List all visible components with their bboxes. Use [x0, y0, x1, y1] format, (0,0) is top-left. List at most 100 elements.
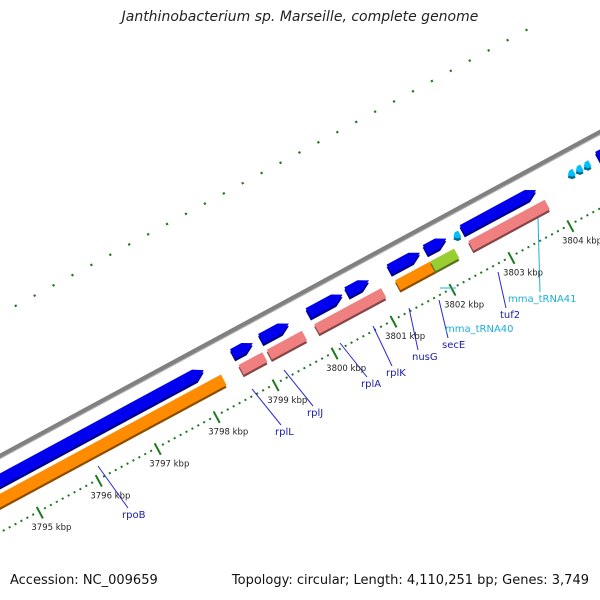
- minor-tick: [132, 459, 135, 462]
- cds-rplJ: [258, 323, 289, 347]
- major-tick: [389, 315, 398, 328]
- gene-label-rplL: rplL: [275, 427, 294, 438]
- scale-dot: [165, 222, 169, 226]
- minor-tick: [173, 436, 177, 440]
- ruler-label: 3800 kbp: [326, 364, 366, 374]
- minor-tick: [67, 494, 70, 497]
- cds-rpoB-body: [0, 369, 204, 487]
- minor-tick: [344, 344, 348, 348]
- scale-dot: [203, 202, 207, 206]
- rna-nusG-body: [395, 261, 436, 291]
- rna-nusG: [395, 261, 436, 293]
- cds-secE-body: [422, 238, 447, 255]
- trna-tRNA40-body: [453, 230, 462, 239]
- trna-tRNA41a-body: [567, 168, 576, 177]
- ruler-label: 3795 kbp: [31, 523, 71, 533]
- cds-nusG-body: [386, 252, 420, 275]
- minor-tick: [297, 369, 300, 373]
- gene-label-mma_tRNA41: mma_tRNA41: [508, 294, 577, 305]
- minor-tick: [597, 207, 600, 211]
- trna-tRNA41a: [567, 168, 576, 180]
- major-tick: [507, 251, 516, 265]
- leader-line-rplJ: [283, 369, 314, 407]
- minor-tick: [285, 376, 289, 380]
- scale-dot: [392, 99, 396, 103]
- minor-tick: [143, 452, 147, 456]
- minor-tick: [102, 474, 106, 478]
- minor-tick: [426, 299, 430, 303]
- scale-dot: [279, 161, 283, 165]
- minor-tick: [397, 315, 401, 319]
- minor-tick: [90, 481, 94, 485]
- scale-dot: [89, 263, 93, 267]
- scale-dot: [487, 48, 491, 52]
- cds-fus: [595, 149, 600, 164]
- minor-tick: [403, 312, 406, 316]
- minor-tick: [14, 522, 17, 526]
- trna-tRNA41-body: [583, 160, 592, 169]
- cds-rplK-body: [344, 280, 369, 298]
- gene-label-mma_tRNA40: mma_tRNA40: [445, 324, 514, 335]
- minor-tick: [8, 525, 11, 529]
- minor-tick: [456, 283, 460, 287]
- scale-dot: [70, 273, 74, 277]
- minor-tick: [556, 229, 560, 233]
- leader-line-rplL: [251, 388, 282, 426]
- minor-tick: [550, 233, 554, 236]
- scale-dot: [127, 242, 131, 246]
- scale-dot: [297, 151, 301, 155]
- minor-tick: [591, 210, 595, 214]
- cds-fus-body: [595, 149, 600, 162]
- cog-rplL-body: [238, 352, 268, 375]
- scale-dot: [506, 38, 510, 42]
- trna-tRNA40: [453, 230, 462, 242]
- major-tick: [271, 379, 280, 392]
- minor-tick: [479, 271, 483, 274]
- ruler-label: 3802 kbp: [444, 300, 484, 310]
- minor-tick: [208, 417, 212, 421]
- minor-tick: [415, 306, 418, 309]
- trna-tRNA41b-body: [575, 164, 584, 173]
- ruler-label: 3796 kbp: [90, 491, 130, 501]
- leader-line-mma_tRNA41: [537, 217, 541, 293]
- minor-tick: [31, 513, 35, 516]
- minor-tick: [580, 217, 583, 220]
- minor-tick: [361, 334, 365, 338]
- scale-dot: [354, 120, 358, 124]
- minor-tick: [191, 427, 194, 430]
- minor-tick: [249, 395, 253, 399]
- scale-dot: [14, 304, 18, 308]
- scale-dot: [33, 294, 37, 298]
- minor-tick: [55, 500, 59, 504]
- cds-rpoB: [0, 369, 204, 490]
- major-tick: [212, 410, 221, 424]
- minor-tick: [314, 360, 318, 364]
- minor-tick: [126, 462, 129, 465]
- minor-tick: [491, 264, 495, 268]
- leader-line-nusG: [408, 307, 419, 351]
- cds-rplA: [305, 294, 343, 321]
- minor-tick: [485, 268, 489, 271]
- minor-tick: [379, 325, 383, 329]
- gene-labels: rpoB rplL rplJ rplA rplK nusG secE mma_tRNA40 tu…: [122, 294, 577, 521]
- minor-tick: [320, 357, 324, 360]
- minor-tick: [244, 398, 247, 402]
- gene-label-rpoB: rpoB: [122, 510, 146, 521]
- minor-tick: [521, 248, 524, 252]
- minor-tick: [161, 443, 165, 446]
- scale-dot: [108, 253, 112, 257]
- major-tick: [94, 474, 103, 488]
- leader-line-rplA: [339, 342, 368, 378]
- trna-tRNA41: [583, 160, 592, 171]
- minor-tick: [409, 309, 412, 313]
- minor-tick: [149, 449, 153, 453]
- minor-tick: [73, 490, 76, 494]
- minor-tick: [120, 465, 123, 469]
- cog-rplJ-body: [266, 330, 308, 360]
- ruler-ticks: [2, 207, 600, 532]
- minor-tick: [438, 293, 442, 297]
- scale-dot: [430, 79, 434, 83]
- minor-tick: [338, 347, 342, 351]
- minor-tick: [261, 389, 265, 392]
